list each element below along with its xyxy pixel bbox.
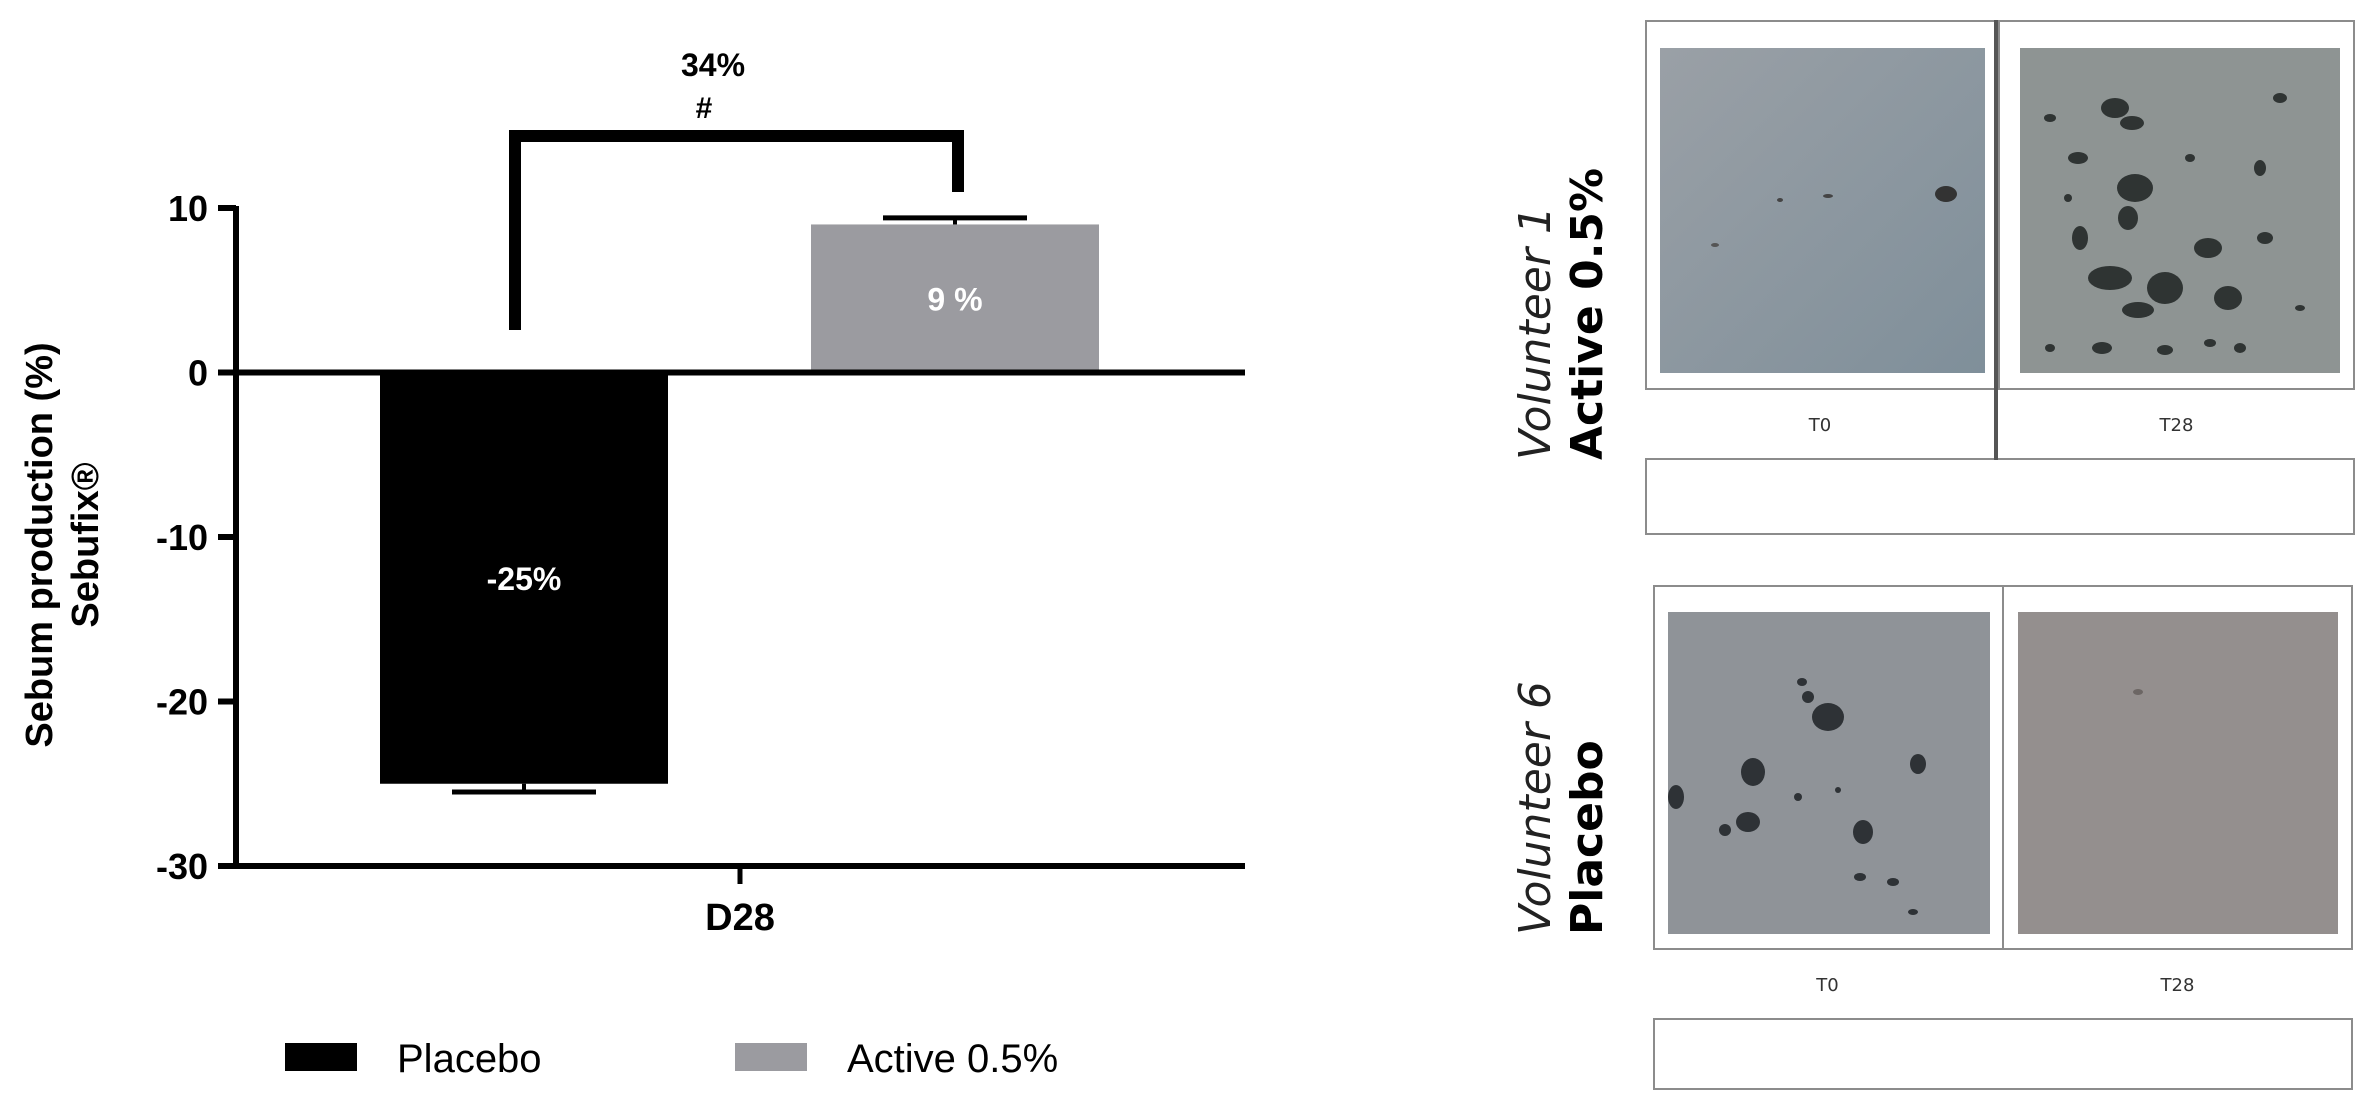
skin-photo-t28 <box>2020 48 2340 373</box>
legend-label: Active 0.5% <box>847 1037 1058 1081</box>
bar-data-label: -25% <box>487 561 562 597</box>
x-category-label: D28 <box>705 897 775 939</box>
bar-active-0-5- <box>811 224 1099 373</box>
timepoint-label-t28: T28 <box>2160 975 2195 996</box>
bar-placebo <box>380 372 668 784</box>
volunteer-6-label-block: Volunteer 6 Placebo <box>1510 681 1614 935</box>
label-row <box>1645 388 2355 460</box>
legend-label: Placebo <box>397 1037 542 1081</box>
skin-photo-t0 <box>1668 612 1990 934</box>
timepoint-label-t0: T0 <box>1816 975 1839 996</box>
photo-panel-volunteer-6: T0 T28 <box>1653 585 2353 1090</box>
skin-photo-t0 <box>1660 48 1985 373</box>
y-tick-label: 0 <box>188 353 208 394</box>
y-tick-label: -20 <box>156 682 208 723</box>
group-name: Placebo <box>1562 740 1613 935</box>
significance-bracket <box>509 130 964 330</box>
annotation-value: 34% <box>681 47 745 83</box>
y-tick-label: -30 <box>156 846 208 887</box>
timepoint-label-t28: T28 <box>2159 415 2194 436</box>
chart-plot-area: 10 0 -10 -20 -30 -25% 9 % D28 34% # <box>156 47 1245 939</box>
sebum-bar-chart: Sebum production (%) Sebufix® 10 0 -10 -20 -… <box>19 47 1245 1081</box>
volunteer-1-label-block: Volunteer 1 Active 0.5% <box>1510 168 1614 460</box>
annotation-marker: # <box>696 92 713 125</box>
photo-panel-volunteer-1: T0 T28 <box>1645 20 2355 535</box>
y-axis-label-line1: Sebum production (%) <box>19 342 61 747</box>
timepoint-label-t0: T0 <box>1808 415 1832 436</box>
y-tick-label: 10 <box>168 188 208 229</box>
volunteer-name: Volunteer 1 <box>1510 206 1561 460</box>
bar-data-label: 9 % <box>927 281 982 317</box>
group-name: Active 0.5% <box>1562 167 1613 460</box>
legend-swatch <box>285 1043 357 1071</box>
legend-swatch <box>735 1043 807 1071</box>
skin-photo-t28 <box>2018 612 2338 934</box>
y-axis-label-line2: Sebufix® <box>65 462 107 627</box>
chart-legend: Placebo Active 0.5% <box>285 1037 1058 1081</box>
volunteer-name: Volunteer 6 <box>1510 681 1561 935</box>
y-tick-label: -10 <box>156 517 208 558</box>
label-row <box>1653 948 2353 1020</box>
